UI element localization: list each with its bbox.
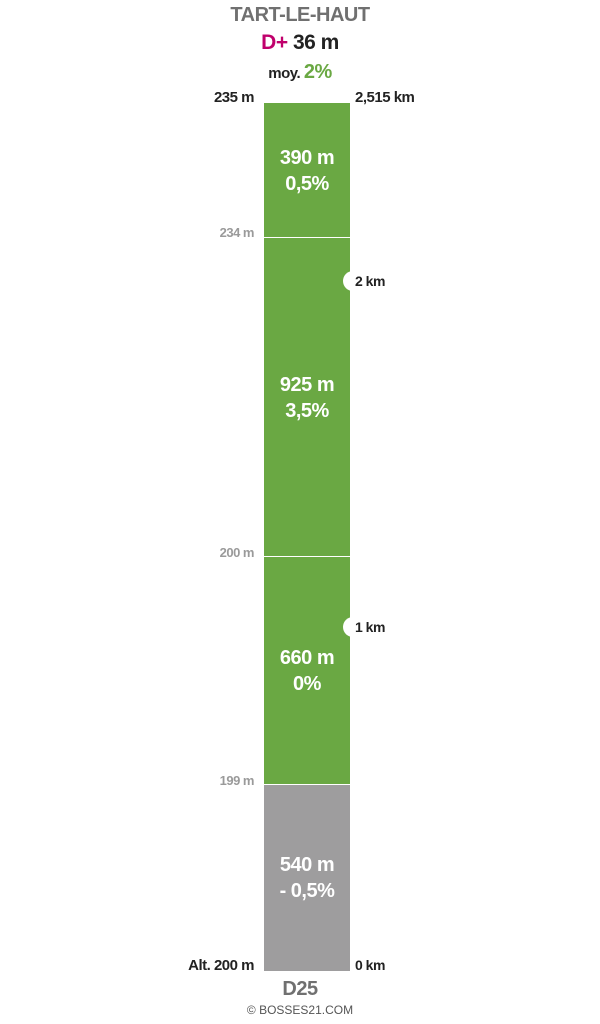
average-grade: moy. 2% (0, 61, 600, 84)
segment-grade: - 0,5% (279, 880, 335, 902)
altitude-tick-199: 199 m (219, 773, 255, 788)
segment-grade: 0% (293, 673, 321, 695)
segment-divider (264, 556, 350, 557)
segment-grade: 0,5% (285, 172, 329, 195)
profile-column: 540 m - 0,5% 660 m 0% 925 m 3,5% 390 m 0,5% (264, 103, 350, 971)
climb-title: TART-LE-HAUT (230, 4, 370, 26)
segment-length: 925 m (279, 373, 335, 396)
profile-segment: 925 m 3,5% (264, 238, 350, 557)
km-marker-notch-2 (343, 271, 359, 291)
start-distance-label: 0 km (355, 957, 385, 973)
segment-length: 660 m (279, 647, 335, 669)
summit-altitude-label: 235 m (213, 89, 255, 106)
credit: © BOSSES21.COM (246, 1003, 354, 1017)
profile-segment: 390 m 0,5% (264, 103, 350, 238)
altitude-tick-200: 200 m (219, 545, 255, 560)
segment-grade: 3,5% (285, 399, 329, 422)
segment-length: 390 m (279, 146, 335, 169)
profile-segment: 540 m - 0,5% (264, 785, 350, 971)
km-marker-1: 1 km (355, 619, 385, 635)
km-marker-notch-1 (343, 617, 359, 637)
segment-length: 540 m (279, 854, 335, 876)
dplus-label: D+ (261, 31, 288, 54)
profile-segment: 660 m 0% (264, 557, 350, 785)
avg-label: moy. (268, 65, 301, 82)
km-marker-2: 2 km (355, 273, 385, 289)
road-name: D25 (282, 978, 318, 1000)
elevation-gain: D+ 36 m (0, 31, 600, 55)
altitude-tick-234: 234 m (219, 225, 255, 240)
total-distance-label: 2,515 km (355, 89, 415, 106)
segment-divider (264, 784, 350, 785)
start-altitude-label: Alt. 200 m (188, 957, 254, 974)
segment-divider (264, 237, 350, 238)
avg-value: 2% (303, 61, 332, 83)
dplus-value: 36 m (292, 31, 339, 54)
